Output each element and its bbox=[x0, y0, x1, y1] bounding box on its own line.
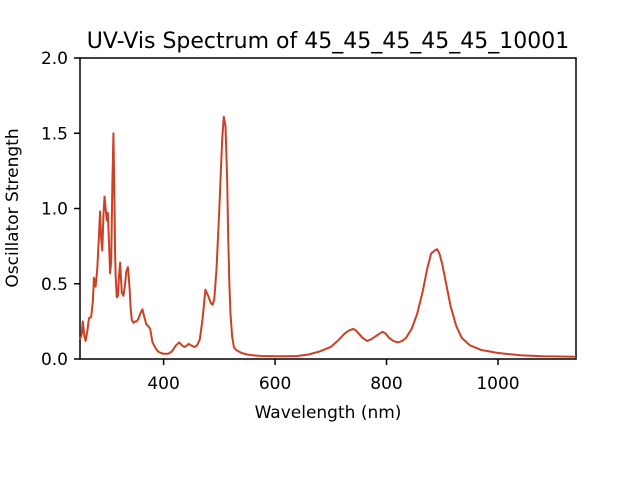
y-tick-label: 0.0 bbox=[41, 350, 68, 370]
y-tick-label: 0.5 bbox=[41, 275, 68, 295]
y-tick-label: 1.0 bbox=[41, 200, 68, 220]
x-axis-label: Wavelength (nm) bbox=[255, 403, 402, 423]
chart-title: UV-Vis Spectrum of 45_45_45_45_45_10001 bbox=[87, 29, 569, 54]
x-tick-label: 400 bbox=[147, 374, 179, 394]
y-axis-ticks: 0.0 0.5 1.0 1.5 2.0 bbox=[41, 49, 80, 370]
y-tick-label: 1.5 bbox=[41, 124, 68, 144]
x-tick-label: 800 bbox=[370, 374, 402, 394]
spectrum-line-0 bbox=[79, 115, 577, 358]
y-tick-label: 2.0 bbox=[41, 49, 68, 69]
series-layer bbox=[79, 115, 577, 358]
y-axis-label: Oscillator Strength bbox=[3, 128, 23, 287]
x-tick-label: 1000 bbox=[476, 374, 519, 394]
x-tick-label: 600 bbox=[259, 374, 291, 394]
x-axis-ticks: 400 600 800 1000 bbox=[147, 359, 520, 394]
plot-area: 400 600 800 1000 0.0 0.5 1.0 1.5 2.0 bbox=[41, 49, 577, 394]
